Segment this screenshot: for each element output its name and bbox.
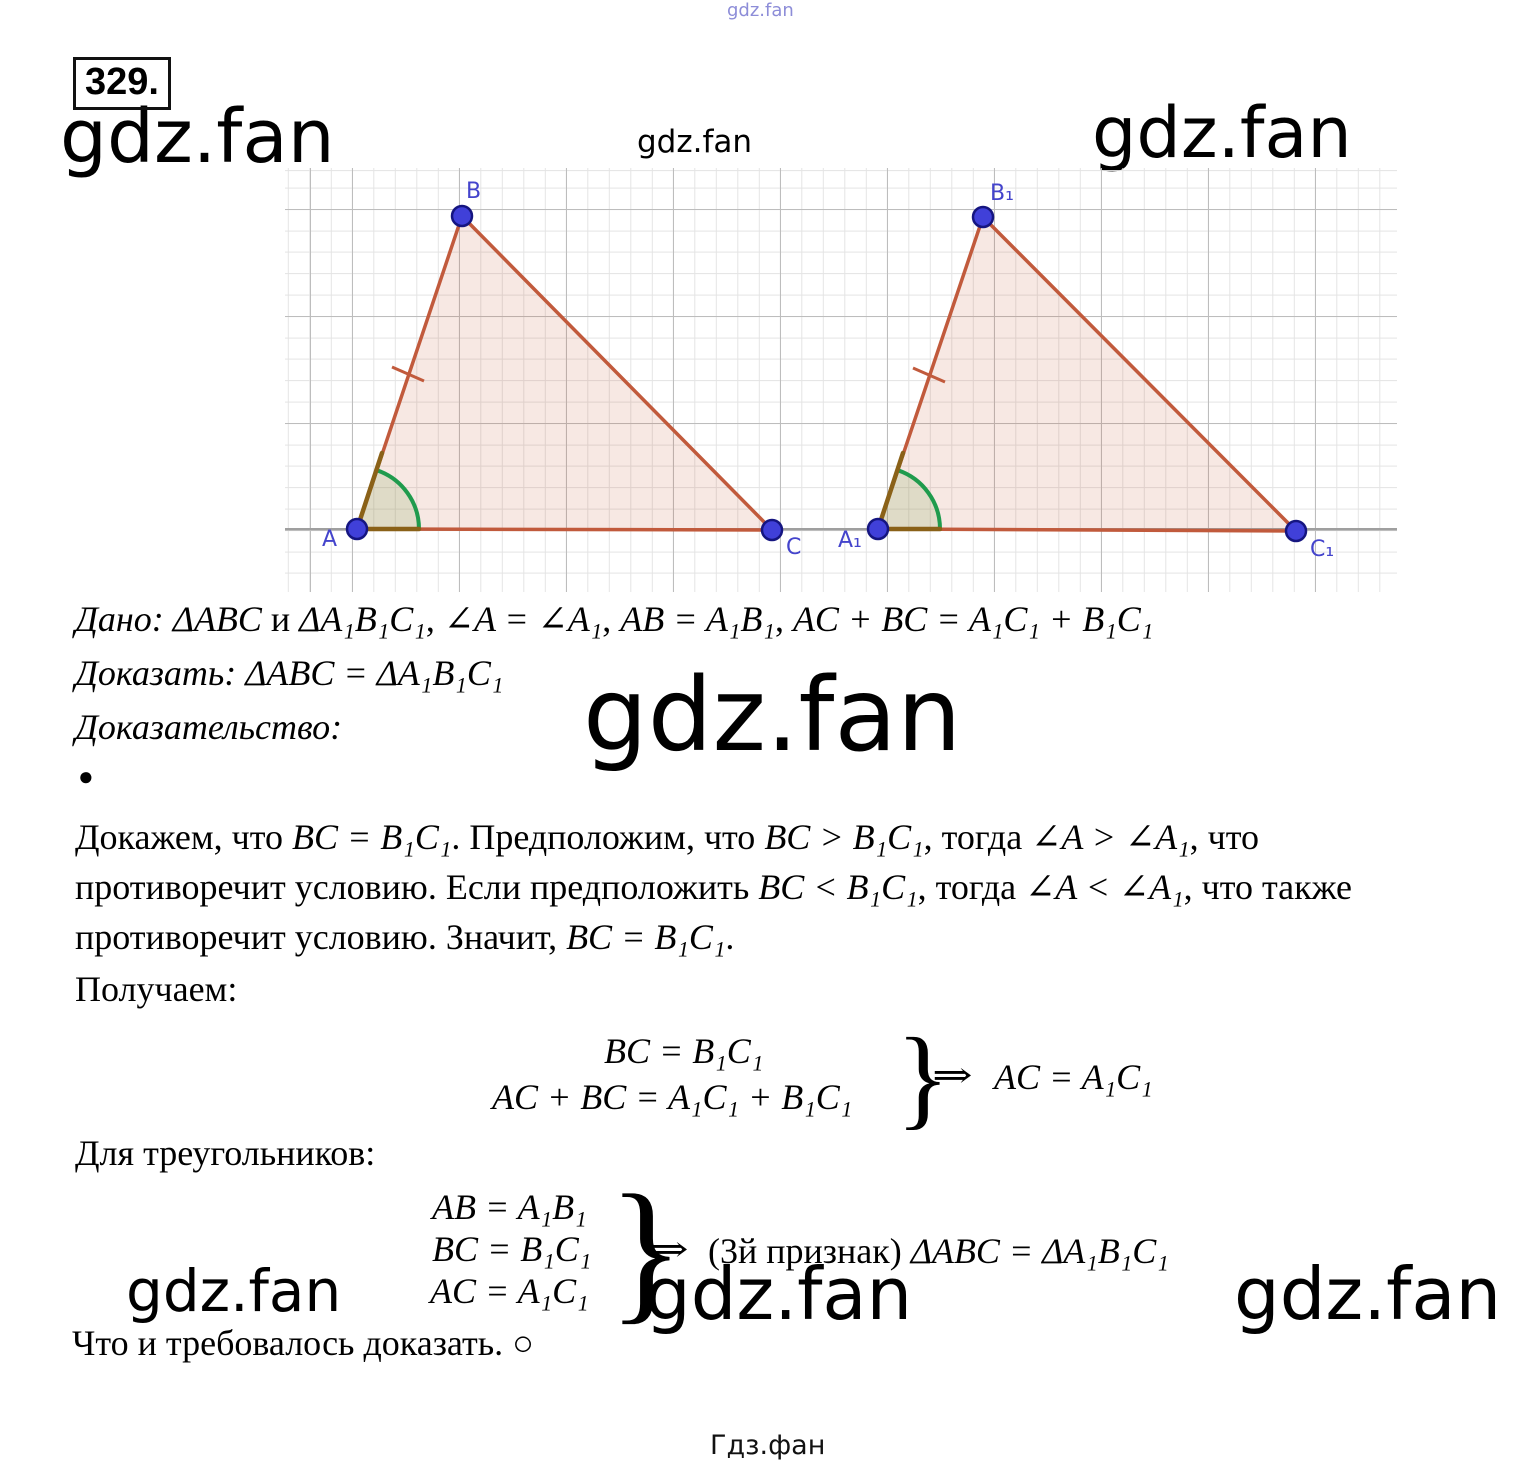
angle-A1-arc: [897, 468, 942, 530]
label-B1: B₁: [990, 181, 1014, 206]
point-C: [760, 518, 784, 542]
poluchaem-label: Получаем:: [75, 969, 238, 1009]
watermark-center-large: gdz.fan: [583, 656, 962, 775]
qed-line: Что и требовалось доказать. ○: [72, 1323, 534, 1363]
proof-heading: Доказательство:: [75, 707, 343, 747]
point-B1: [971, 205, 995, 229]
tick-mark-AB: [391, 365, 425, 383]
triangle-A1B1C1: A₁ B₁ C₁: [838, 181, 1334, 562]
label-B: B: [466, 179, 481, 204]
system2-row3: AC = A₁C₁: [430, 1271, 589, 1311]
proof-line-3: противоречит условию. Значит, BC = B₁C₁.: [75, 917, 735, 957]
triangle-A1B1C1-shape: [876, 215, 1298, 533]
point-A: [345, 517, 369, 541]
watermark-bottom-right: gdz.fan: [1234, 1252, 1502, 1336]
site-brand-footer: Гдз.фан: [710, 1430, 826, 1461]
watermark-top-left: gdz.fan: [60, 94, 335, 180]
watermark-top-center: gdz.fan: [637, 124, 753, 160]
problem-number: 329.: [73, 57, 171, 110]
system2-row2: BC = B₁C₁: [432, 1229, 592, 1269]
system2-row1: AB = A₁B₁: [432, 1187, 587, 1227]
label-C: C: [786, 535, 801, 560]
bullet-point: ●: [78, 762, 94, 791]
point-A1: [866, 517, 890, 541]
for-triangles-label: Для треугольников:: [75, 1133, 376, 1173]
triangle-ABC: A B C: [322, 179, 801, 560]
figure-grid: A B C A₁ B₁ C₁: [285, 168, 1397, 592]
watermark-bottom-center: gdz.fan: [645, 1252, 913, 1336]
point-B: [450, 204, 474, 228]
given-line: Дано: ΔABC и ΔA₁B₁C₁, ∠A = ∠A₁, AB = A₁B…: [75, 599, 1154, 639]
system1-brace: }: [896, 1016, 950, 1140]
label-C1: C₁: [1310, 537, 1334, 562]
watermark-top-tiny: gdz.fan: [727, 0, 794, 21]
angle-A-arc: [376, 468, 421, 530]
double-arrow-icon: ⇒: [648, 1229, 689, 1269]
label-A1: A₁: [838, 528, 862, 553]
watermark-top-right: gdz.fan: [1092, 92, 1352, 174]
system1-row1: BC = B₁C₁: [604, 1031, 764, 1071]
system2-implies-arrow: ⇒: [648, 1228, 689, 1271]
system2-result: (3й признак) ΔABC = ΔA₁B₁C₁: [708, 1231, 1169, 1271]
label-A: A: [322, 527, 337, 552]
tick-mark-A1B1: [912, 366, 946, 384]
system1-implies-arrow: ⇒: [932, 1054, 973, 1097]
to-prove-line: Доказать: ΔABC = ΔA₁B₁C₁: [75, 653, 504, 693]
triangles-figure: A B C A₁ B₁ C₁: [322, 179, 1334, 562]
x-axis-line: [285, 528, 1397, 530]
system2-brace: }: [608, 1163, 684, 1338]
point-C1: [1284, 519, 1308, 543]
proof-line-2: противоречит условию. Если предположить …: [75, 867, 1352, 907]
system1-result: AC = A₁C₁: [994, 1057, 1153, 1097]
proof-line-1: Докажем, что BC = B₁C₁. Предположим, что…: [75, 817, 1260, 857]
watermark-bottom-left: gdz.fan: [126, 1257, 342, 1325]
double-arrow-icon: ⇒: [932, 1055, 973, 1095]
system1-row2: AC + BC = A₁C₁ + B₁C₁: [492, 1077, 853, 1117]
triangle-ABC-shape: [355, 214, 774, 532]
